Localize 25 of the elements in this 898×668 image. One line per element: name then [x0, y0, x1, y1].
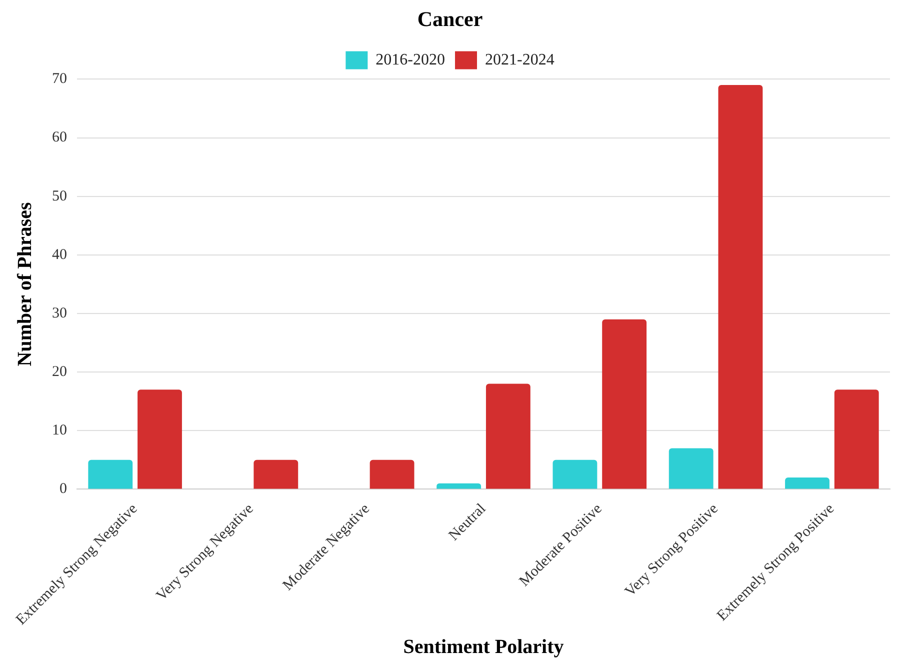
y-tick-label: 30 — [52, 305, 67, 322]
x-axis-title: Sentiment Polarity — [403, 636, 564, 658]
y-tick-label: 40 — [52, 246, 67, 263]
bar — [436, 483, 482, 489]
y-tick-label: 0 — [60, 481, 67, 498]
y-tick-label: 70 — [52, 71, 67, 88]
bar — [370, 460, 414, 489]
chart-title: Cancer — [417, 7, 483, 32]
legend-label: 2016-2020 — [376, 51, 445, 68]
bar — [138, 390, 182, 489]
y-tick-label: 50 — [52, 188, 67, 204]
bar — [834, 390, 879, 489]
bar — [486, 384, 530, 489]
bar — [552, 460, 598, 489]
y-tick-label: 10 — [52, 422, 67, 439]
bar — [718, 85, 763, 489]
bar — [785, 478, 830, 489]
bar — [602, 319, 647, 489]
bar — [88, 460, 133, 489]
bar — [254, 460, 298, 489]
y-axis-title: Number of Phrases — [14, 202, 36, 366]
y-tick-label: 60 — [52, 130, 67, 146]
bar — [668, 448, 714, 489]
legend-label: 2021-2024 — [485, 51, 554, 68]
y-tick-label: 20 — [52, 364, 67, 380]
